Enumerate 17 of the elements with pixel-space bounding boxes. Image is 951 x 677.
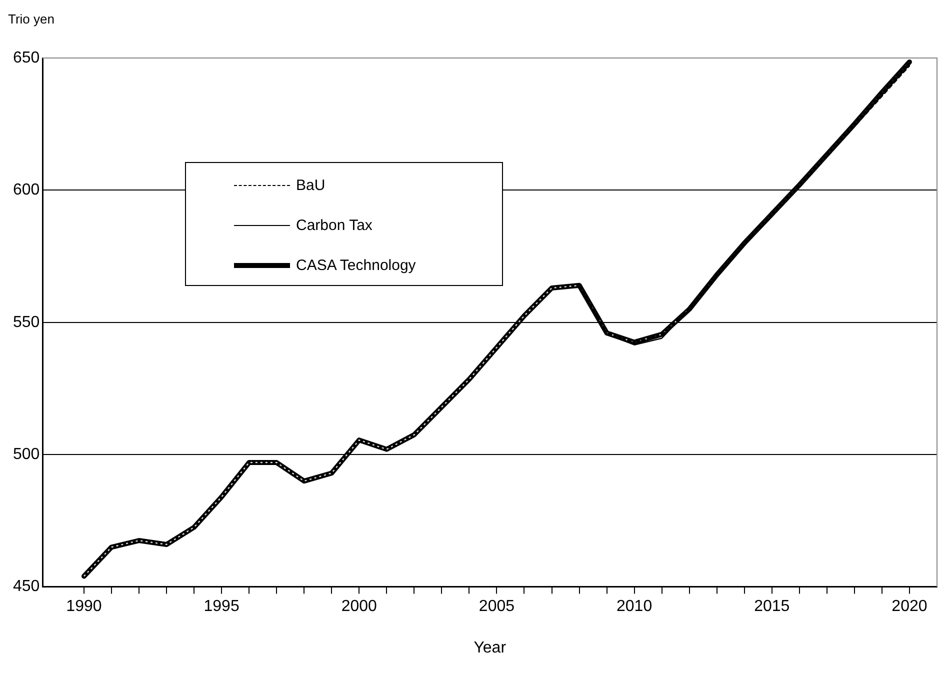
x-tick-label: 2010 — [616, 598, 652, 615]
x-tick-label: 1990 — [66, 598, 102, 615]
x-tick-label: 1995 — [204, 598, 240, 615]
x-axis-title: Year — [474, 639, 507, 656]
x-tick-label: 2000 — [341, 598, 378, 615]
legend-label: CASA Technology — [296, 257, 416, 274]
y-tick-label: 650 — [12, 49, 40, 66]
x-tick-label: 2020 — [892, 598, 928, 615]
y-tick-label: 600 — [12, 182, 40, 199]
y-axis-title: Trio yen — [8, 12, 54, 27]
legend-label: Carbon Tax — [296, 217, 372, 234]
legend-label: BaU — [296, 177, 326, 194]
x-tick-label: 2015 — [754, 598, 790, 615]
y-tick-label: 450 — [12, 578, 40, 596]
y-tick-label: 500 — [12, 446, 40, 464]
x-tick-label: 2005 — [478, 598, 515, 615]
y-tick-label: 550 — [12, 314, 40, 331]
